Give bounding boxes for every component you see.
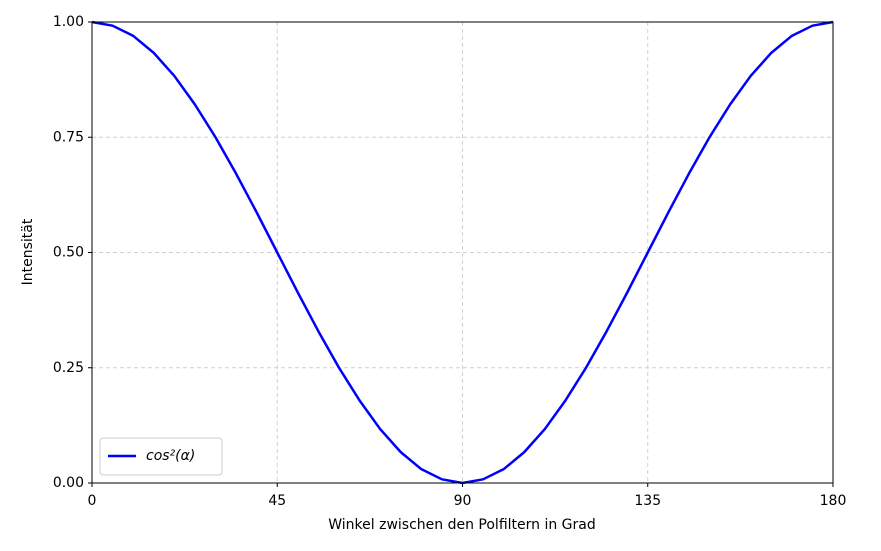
- x-tick-label: 90: [454, 493, 472, 509]
- legend-box: [99, 437, 223, 476]
- x-tick-label: 45: [268, 493, 286, 509]
- y-axis-label: Intensität: [20, 218, 36, 285]
- legend-label: cos²(α): [146, 448, 195, 464]
- line-series: [91, 20, 834, 485]
- x-axis-label: Winkel zwischen den Polfiltern in Grad: [328, 517, 596, 533]
- x-tick-label: 180: [820, 493, 847, 509]
- y-tick-label: 0.00: [53, 475, 84, 491]
- x-tick-label: 135: [634, 493, 661, 509]
- y-tick-label: 0.25: [53, 360, 84, 376]
- plot-frame: [91, 21, 834, 484]
- y-tick-label: 0.75: [53, 129, 84, 145]
- y-tick-label: 1.00: [53, 14, 84, 30]
- y-tick-label: 0.50: [53, 245, 84, 261]
- x-tick-label: 0: [88, 493, 97, 509]
